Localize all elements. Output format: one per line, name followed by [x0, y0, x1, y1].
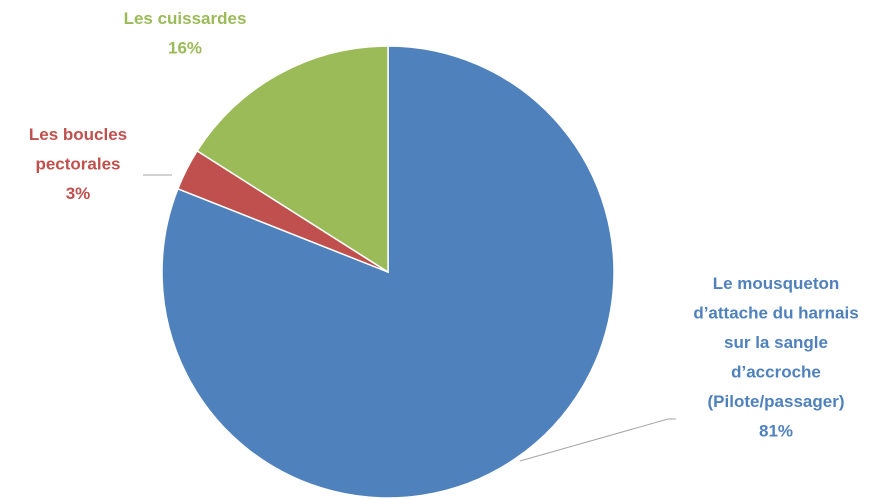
slice-label-line: pectorales [35, 155, 120, 174]
slice-labels: Le mousqueton d’attache du harnais sur la … [29, 9, 859, 441]
slice-label-line: (Pilote/passager) [708, 392, 845, 411]
leader-lines [143, 174, 676, 462]
pie-slice-2 [196, 45, 389, 274]
slice-label-line: Les cuissardes [124, 9, 247, 28]
slice-label-line: Le mousqueton [713, 274, 840, 293]
slice-label-1: Les boucles pectorales 3% [29, 125, 127, 203]
slice-label-line: d’accroche [731, 363, 821, 382]
leader-line-0 [519, 418, 676, 462]
slice-value-label: 3% [66, 184, 91, 203]
slice-label-line: Les boucles [29, 125, 127, 144]
slice-value-label: 16% [168, 39, 202, 58]
slice-label-line: d’attache du harnais [693, 304, 858, 323]
slice-label-2: Les cuissardes 16% [124, 9, 247, 58]
slice-label-line: sur la sangle [724, 333, 828, 352]
slice-label-0: Le mousqueton d’attache du harnais sur la … [693, 274, 858, 441]
pie-slices [161, 45, 615, 499]
slice-value-label: 81% [759, 422, 793, 441]
